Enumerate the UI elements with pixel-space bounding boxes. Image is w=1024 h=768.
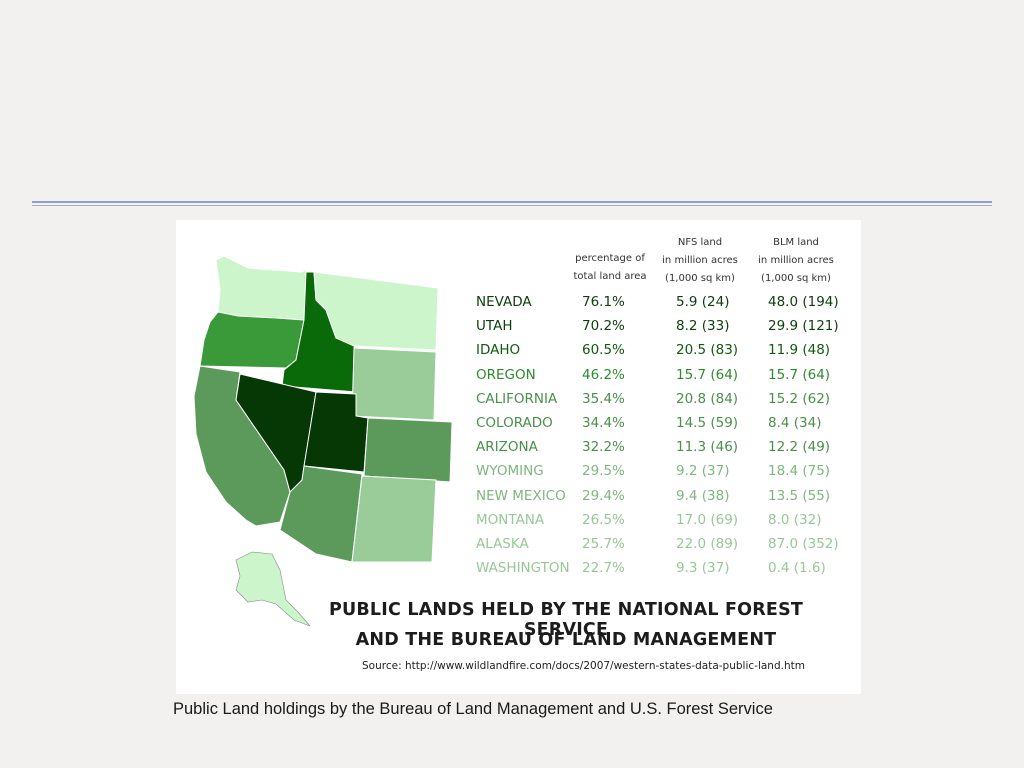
- state-name: OREGON: [476, 366, 536, 383]
- table-row: UTAH 70.2% 8.2 (33) 29.9 (121): [476, 316, 856, 340]
- state-percentage: 29.4%: [582, 487, 625, 504]
- state-nfs: 8.2 (33): [676, 318, 730, 335]
- state-name: IDAHO: [476, 342, 521, 359]
- state-nfs: 9.2 (37): [676, 463, 730, 480]
- state-percentage: 76.1%: [582, 294, 625, 310]
- state-nfs: 11.3 (46): [676, 439, 739, 456]
- table-row: NEW MEXICO 29.4% 9.4 (38) 13.5 (55): [476, 486, 856, 510]
- table-row: ARIZONA 32.2% 11.3 (46) 12.2 (49): [476, 437, 856, 461]
- public-lands-figure: percentage of total land area NFS land i…: [176, 220, 861, 694]
- state-blm: 29.9 (121): [768, 318, 839, 335]
- state-percentage: 60.5%: [582, 342, 625, 359]
- state-name: ALASKA: [476, 535, 529, 552]
- state-blm: 13.5 (55): [768, 487, 831, 504]
- state-name: CALIFORNIA: [476, 390, 558, 407]
- colorado: [363, 417, 453, 483]
- table-row: NEVADA 76.1% 5.9 (24) 48.0 (194): [476, 292, 856, 316]
- table-row: MONTANA 26.5% 17.0 (69) 8.0 (32): [476, 510, 856, 534]
- state-blm: 15.2 (62): [768, 390, 831, 407]
- table-row: ALASKA 25.7% 22.0 (89) 87.0 (352): [476, 534, 856, 558]
- state-percentage: 26.5%: [582, 511, 625, 528]
- header-blm: BLM land in million acres (1,000 sq km): [758, 237, 834, 284]
- state-percentage: 29.5%: [582, 463, 625, 480]
- state-nfs: 17.0 (69): [676, 511, 739, 528]
- state-percentage: 25.7%: [582, 535, 625, 552]
- state-nfs: 20.5 (83): [676, 342, 739, 359]
- header-percentage: percentage of total land area: [573, 253, 647, 282]
- oregon: [199, 311, 305, 369]
- state-name: UTAH: [476, 318, 513, 335]
- table-row: IDAHO 60.5% 20.5 (83) 11.9 (48): [476, 340, 856, 364]
- state-percentage: 35.4%: [582, 390, 625, 407]
- source-note: Source: http://www.wildlandfire.com/docs…: [362, 660, 805, 672]
- alaska: [235, 551, 311, 627]
- state-name: NEW MEXICO: [476, 487, 566, 504]
- state-nfs: 22.0 (89): [676, 535, 739, 552]
- state-blm: 48.0 (194): [768, 294, 839, 310]
- montana: [313, 271, 439, 351]
- state-blm: 87.0 (352): [768, 535, 839, 552]
- state-blm: 11.9 (48): [768, 342, 831, 359]
- wyoming: [351, 347, 437, 421]
- title-rule-thin: [32, 205, 992, 206]
- state-name: COLORADO: [476, 414, 553, 431]
- washington: [215, 255, 307, 321]
- state-nfs: 9.3 (37): [676, 560, 730, 577]
- state-name: ARIZONA: [476, 439, 538, 456]
- state-blm: 8.0 (32): [768, 511, 822, 528]
- table-row: COLORADO 34.4% 14.5 (59) 8.4 (34): [476, 413, 856, 437]
- table-row: WYOMING 29.5% 9.2 (37) 18.4 (75): [476, 461, 856, 485]
- state-name: WASHINGTON: [476, 560, 570, 577]
- state-nfs: 14.5 (59): [676, 414, 739, 431]
- state-nfs: 20.8 (84): [676, 390, 739, 407]
- state-blm: 12.2 (49): [768, 439, 831, 456]
- state-blm: 0.4 (1.6): [768, 560, 826, 577]
- state-percentage: 46.2%: [582, 366, 625, 383]
- state-nfs: 9.4 (38): [676, 487, 730, 504]
- state-nfs: 5.9 (24): [676, 294, 730, 310]
- state-percentage: 22.7%: [582, 560, 625, 577]
- new-mexico: [351, 475, 437, 563]
- figure-title-line2: AND THE BUREAU OF LAND MANAGEMENT: [355, 630, 777, 650]
- table-row: CALIFORNIA 35.4% 20.8 (84) 15.2 (62): [476, 389, 856, 413]
- state-blm: 8.4 (34): [768, 414, 822, 431]
- state-percentage: 70.2%: [582, 318, 625, 335]
- state-blm: 15.7 (64): [768, 366, 831, 383]
- figure-title-line1: PUBLIC LANDS HELD BY THE NATIONAL FOREST…: [328, 600, 804, 640]
- state-nfs: 15.7 (64): [676, 366, 739, 383]
- western-states-map: [193, 255, 453, 627]
- state-name: MONTANA: [476, 511, 545, 528]
- title-rule: [32, 201, 992, 203]
- state-name: WYOMING: [476, 463, 544, 480]
- table-row: OREGON 46.2% 15.7 (64) 15.7 (64): [476, 365, 856, 389]
- slide-caption: Public Land holdings by the Bureau of La…: [173, 700, 773, 718]
- state-blm: 18.4 (75): [768, 463, 831, 480]
- state-percentage: 32.2%: [582, 439, 625, 456]
- header-nfs: NFS land in million acres (1,000 sq km): [662, 237, 738, 284]
- state-table: NEVADA 76.1% 5.9 (24) 48.0 (194) UTAH 70.2% 8…: [476, 292, 856, 582]
- state-name: NEVADA: [476, 294, 532, 310]
- table-row: WASHINGTON 22.7% 9.3 (37) 0.4 (1.6): [476, 558, 856, 582]
- state-percentage: 34.4%: [582, 414, 625, 431]
